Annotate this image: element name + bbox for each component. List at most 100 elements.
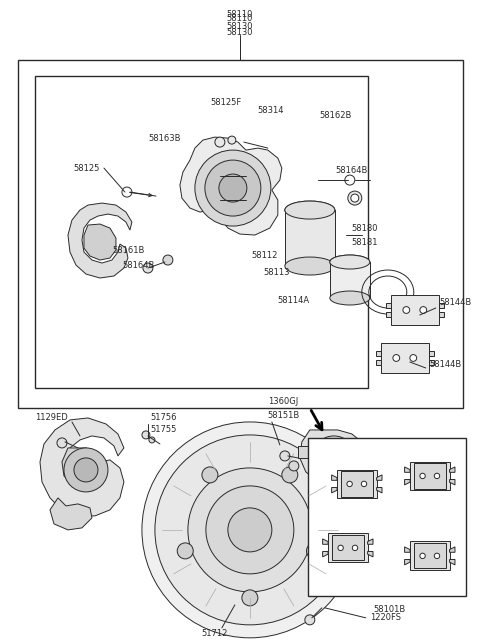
Polygon shape [410,541,450,570]
Polygon shape [414,543,446,568]
Bar [18,60,463,408]
Bar [356,446,370,458]
Circle shape [202,467,218,483]
Bar [35,76,368,388]
Polygon shape [439,312,444,317]
Polygon shape [376,351,381,356]
Polygon shape [450,467,455,473]
Circle shape [320,444,348,472]
Circle shape [177,543,193,559]
Text: 51756: 51756 [150,413,177,422]
Text: 58164B: 58164B [122,261,154,270]
Text: 58180: 58180 [352,223,378,232]
Polygon shape [391,295,439,325]
Ellipse shape [330,255,370,269]
Text: 58164B: 58164B [336,166,368,175]
Polygon shape [405,559,410,565]
Circle shape [351,194,359,202]
Polygon shape [376,360,381,365]
Text: 1220FS: 1220FS [370,613,401,622]
Circle shape [64,448,108,492]
Ellipse shape [285,201,335,219]
Bar [285,210,335,266]
Polygon shape [450,480,455,485]
Text: 58114A: 58114A [278,295,310,304]
Bar [330,262,370,298]
Text: 58130: 58130 [227,22,253,31]
Polygon shape [332,535,364,560]
Circle shape [305,615,315,625]
Circle shape [215,137,225,147]
Polygon shape [377,475,382,480]
Text: 58161B: 58161B [112,245,144,254]
Polygon shape [410,462,450,490]
Circle shape [434,553,440,559]
Circle shape [142,431,150,439]
Circle shape [352,545,358,551]
Polygon shape [405,547,410,552]
Bar [308,438,466,596]
Polygon shape [68,203,132,278]
Ellipse shape [330,255,370,269]
Circle shape [219,174,247,202]
Polygon shape [377,487,382,493]
Polygon shape [62,448,106,490]
Circle shape [420,473,425,479]
Circle shape [149,437,155,443]
Text: 58130: 58130 [227,28,253,37]
Circle shape [143,263,153,273]
Circle shape [410,354,417,361]
Polygon shape [386,312,391,317]
Text: 58314: 58314 [258,106,284,115]
Circle shape [280,451,290,461]
Text: 58151B: 58151B [268,412,300,421]
Circle shape [347,482,352,487]
Polygon shape [450,547,455,552]
Circle shape [74,458,98,482]
Circle shape [228,508,272,552]
Polygon shape [332,475,337,480]
Polygon shape [368,551,373,557]
Polygon shape [332,487,337,493]
Text: 51712: 51712 [202,629,228,638]
Polygon shape [50,498,92,530]
Circle shape [142,422,358,638]
Circle shape [393,354,400,361]
Text: 1129ED: 1129ED [35,413,68,422]
Polygon shape [84,224,116,260]
Polygon shape [180,137,282,235]
Text: 58144B: 58144B [440,297,472,306]
Circle shape [434,473,440,479]
Text: 58163B: 58163B [148,134,180,143]
Circle shape [307,543,323,559]
Circle shape [57,438,67,448]
Text: 1360GJ: 1360GJ [268,397,298,406]
Circle shape [420,307,427,313]
Polygon shape [405,467,410,473]
Polygon shape [405,480,410,485]
Polygon shape [40,418,124,516]
Text: 58113: 58113 [264,268,290,277]
Text: 51755: 51755 [150,426,176,435]
Polygon shape [381,343,429,373]
Circle shape [345,175,355,185]
Circle shape [403,307,410,313]
Circle shape [195,150,271,226]
Text: 58110: 58110 [227,10,253,19]
Polygon shape [429,351,433,356]
Ellipse shape [330,291,370,305]
Polygon shape [341,471,373,496]
Text: 58110: 58110 [227,13,253,22]
Ellipse shape [285,257,335,275]
Circle shape [228,136,236,144]
Circle shape [361,482,367,487]
Polygon shape [300,430,366,486]
Polygon shape [368,539,373,544]
Polygon shape [414,464,446,489]
Text: 58112: 58112 [252,250,278,259]
Circle shape [188,468,312,592]
Polygon shape [386,303,391,308]
Circle shape [289,461,299,471]
Text: 58125F: 58125F [210,98,241,107]
Text: 58125: 58125 [73,164,100,173]
